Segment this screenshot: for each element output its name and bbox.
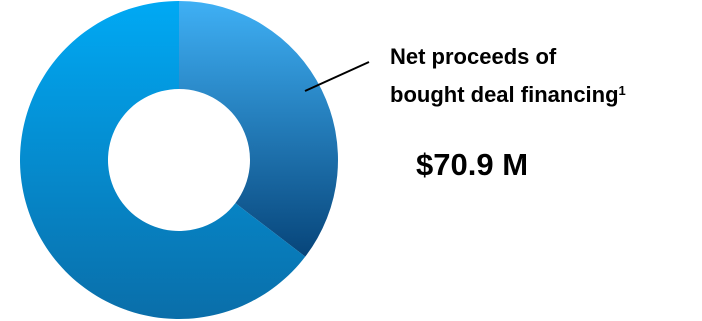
annotation-value: $70.9 M xyxy=(416,147,529,182)
annotation-label-line2-text: bought deal financing xyxy=(390,82,619,107)
callout-line xyxy=(304,61,370,92)
donut-slice-1 xyxy=(19,1,306,319)
annotation-label-line2: bought deal financing1 xyxy=(390,82,626,108)
annotation-label-line1: Net proceeds of xyxy=(390,44,557,69)
donut-slice-0 xyxy=(179,1,338,257)
footnote-mark: 1 xyxy=(618,83,626,98)
